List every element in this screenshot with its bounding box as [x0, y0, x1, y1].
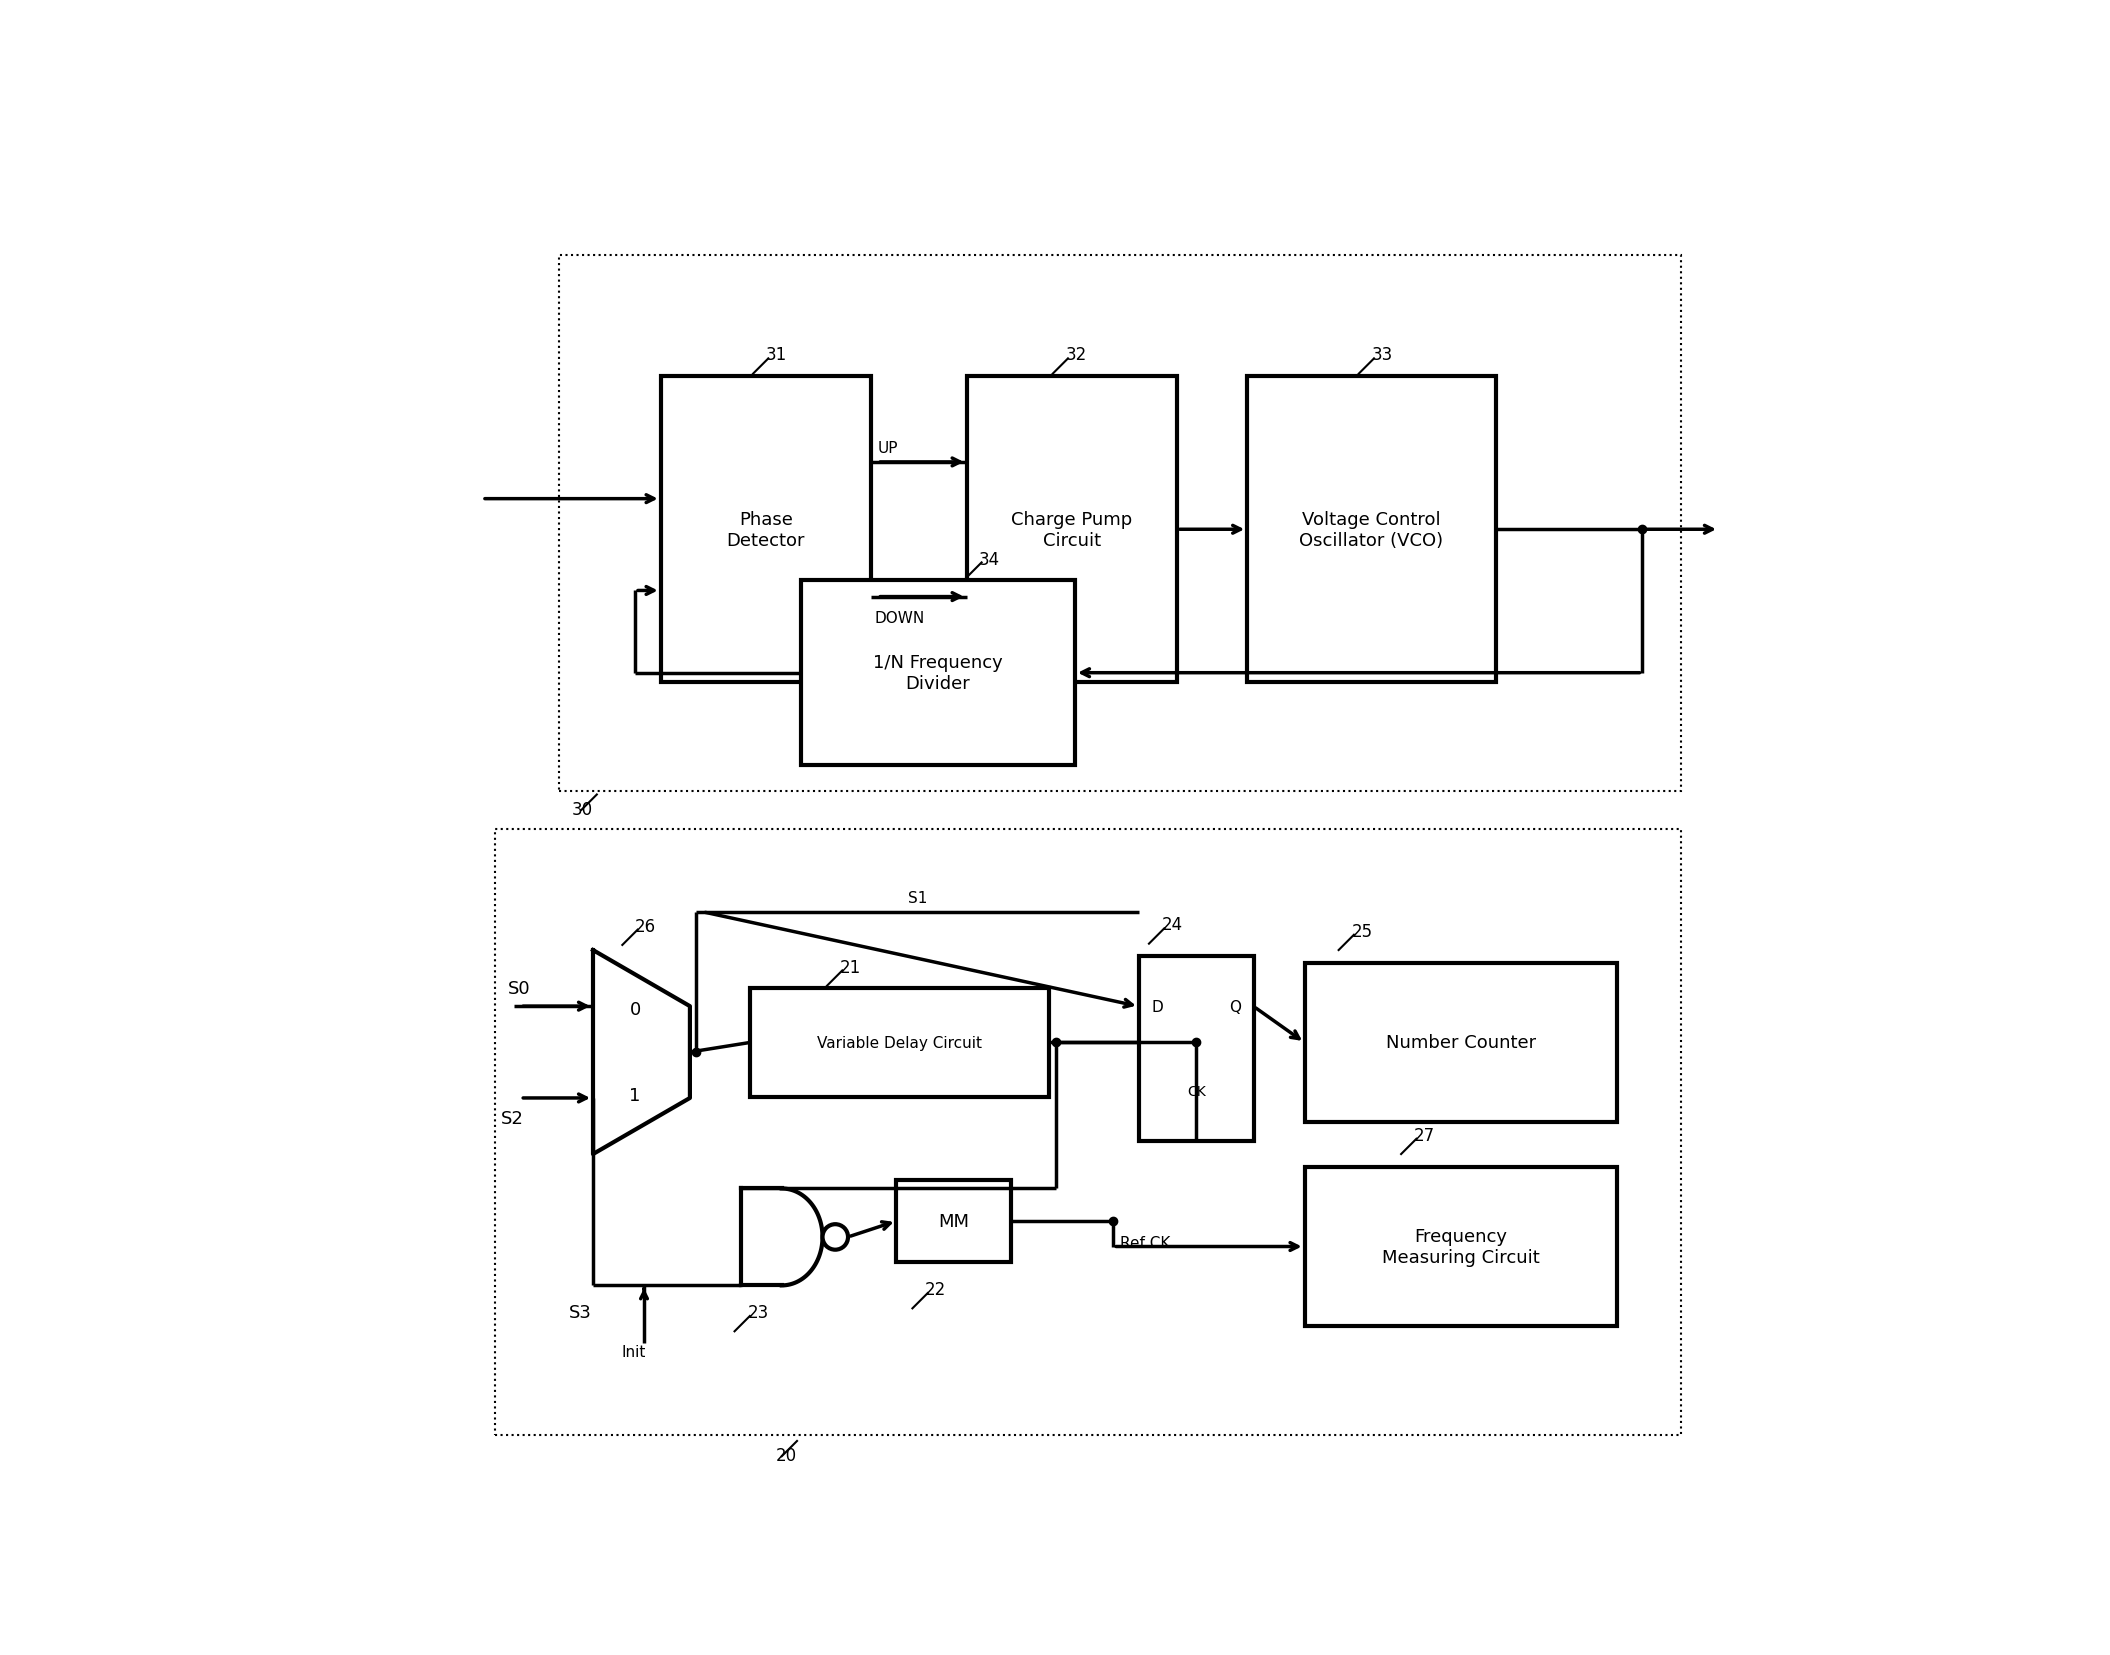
Text: Init: Init	[622, 1344, 646, 1359]
Text: Charge Pump
Circuit: Charge Pump Circuit	[1011, 510, 1133, 549]
Bar	[802, 581, 1074, 766]
Text: D: D	[1152, 1000, 1163, 1015]
Text: 0: 0	[629, 1001, 641, 1018]
Text: 20: 20	[774, 1446, 795, 1465]
Text: S0: S0	[509, 980, 530, 998]
Text: 1/N Frequency
Divider: 1/N Frequency Divider	[874, 654, 1002, 693]
Text: Ref CK: Ref CK	[1120, 1235, 1171, 1250]
Bar	[749, 988, 1049, 1097]
Text: MM: MM	[939, 1211, 968, 1230]
Text: 22: 22	[924, 1281, 947, 1299]
Text: UP: UP	[878, 440, 899, 455]
Text: 34: 34	[979, 549, 1000, 568]
Text: Number Counter: Number Counter	[1386, 1034, 1536, 1053]
Bar	[966, 377, 1177, 684]
Text: S1: S1	[907, 890, 926, 905]
Text: Voltage Control
Oscillator (VCO): Voltage Control Oscillator (VCO)	[1300, 510, 1443, 549]
Text: DOWN: DOWN	[876, 611, 924, 626]
Text: 1: 1	[629, 1086, 641, 1104]
Bar	[1139, 957, 1253, 1142]
Text: Frequency
Measuring Circuit: Frequency Measuring Circuit	[1382, 1228, 1540, 1266]
Bar	[1304, 963, 1616, 1122]
Text: 21: 21	[840, 958, 861, 976]
Text: S2: S2	[502, 1111, 523, 1127]
Text: 24: 24	[1163, 915, 1184, 933]
Bar	[559, 257, 1682, 791]
Bar	[496, 829, 1682, 1435]
Bar	[660, 377, 871, 684]
Text: 30: 30	[572, 799, 593, 818]
Text: 26: 26	[635, 917, 656, 935]
Text: 27: 27	[1414, 1125, 1435, 1144]
Text: Variable Delay Circuit: Variable Delay Circuit	[817, 1036, 981, 1051]
Text: 23: 23	[747, 1304, 768, 1321]
Bar	[1247, 377, 1496, 684]
Text: CK: CK	[1186, 1084, 1205, 1099]
Bar	[897, 1180, 1011, 1263]
Bar	[1304, 1167, 1616, 1326]
Text: 32: 32	[1066, 346, 1087, 364]
Text: 25: 25	[1350, 922, 1372, 940]
Circle shape	[823, 1225, 848, 1250]
Text: S3: S3	[570, 1304, 591, 1321]
Text: Phase
Detector: Phase Detector	[726, 510, 806, 549]
Text: 33: 33	[1372, 346, 1393, 364]
Text: Q: Q	[1228, 1000, 1241, 1015]
Text: 31: 31	[766, 346, 787, 364]
